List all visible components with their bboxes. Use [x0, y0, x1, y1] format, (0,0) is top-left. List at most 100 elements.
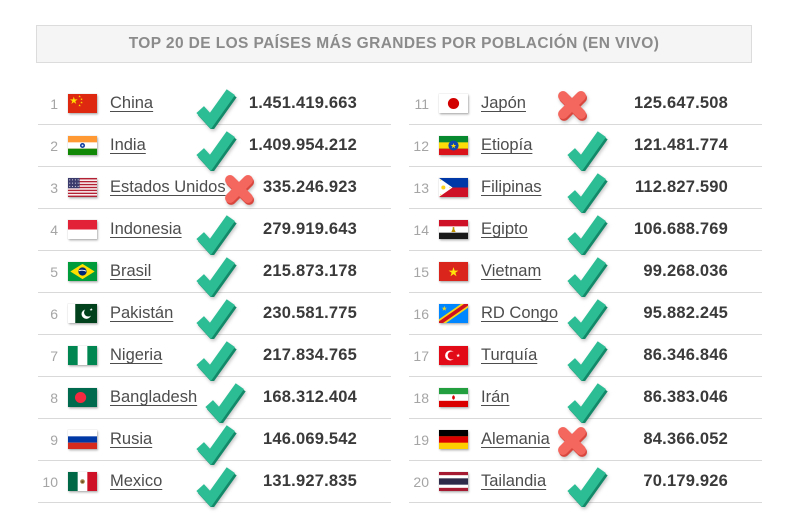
cross-icon: [554, 422, 590, 458]
population-value: 86.346.846: [643, 346, 728, 364]
flag-iran-icon: [439, 388, 468, 407]
flag-rusia-icon: [68, 430, 97, 449]
checkmark-icon: [192, 291, 237, 339]
country-link[interactable]: Vietnam: [481, 262, 542, 280]
country-link[interactable]: Mexico: [110, 472, 163, 490]
country-row: 10 Mexico 131.927.835: [38, 461, 391, 507]
flag-pakistan-icon: [68, 304, 97, 323]
checkmark-icon: [192, 417, 237, 465]
checkmark-icon: [563, 333, 608, 381]
rank-label: 15: [413, 263, 429, 280]
rank-label: 2: [50, 137, 58, 154]
population-value: 215.873.178: [263, 262, 357, 280]
checkmark-icon: [192, 207, 237, 255]
country-link[interactable]: Indonesia: [110, 220, 182, 238]
country-row: 6 Pakistán 230.581.775: [38, 291, 391, 339]
country-link[interactable]: RD Congo: [481, 304, 559, 322]
rank-label: 18: [413, 389, 429, 406]
country-row: 16 RD Congo 95.882.245: [409, 291, 762, 339]
flag-vietnam-icon: [439, 262, 468, 281]
flag-nigeria-icon: [68, 346, 97, 365]
country-row: 19 Alemania 84.366.052: [409, 419, 762, 461]
country-link[interactable]: Brasil: [110, 262, 152, 280]
rank-label: 6: [50, 305, 58, 322]
rank-label: 5: [50, 263, 58, 280]
country-row: 2 India 1.409.954.212: [38, 123, 391, 171]
flag-egipto-icon: [439, 220, 468, 239]
checkmark-icon: [563, 291, 608, 339]
country-link[interactable]: China: [110, 94, 154, 112]
page-title: TOP 20 DE LOS PAÍSES MÁS GRANDES POR POB…: [36, 25, 752, 63]
population-value: 146.069.542: [263, 430, 357, 448]
flag-etiopia-icon: [439, 136, 468, 155]
rank-label: 11: [414, 95, 429, 112]
flag-usa-icon: [68, 178, 97, 197]
rank-label: 17: [413, 347, 429, 364]
country-row: 15 Vietnam 99.268.036: [409, 249, 762, 297]
flag-mexico-icon: [68, 472, 97, 491]
population-value: 1.409.954.212: [248, 136, 357, 154]
country-row: 12 Etiopía 121.481.774: [409, 125, 762, 171]
checkmark-icon: [563, 165, 608, 213]
country-row: 14 Egipto 106.688.769: [409, 207, 762, 255]
cross-icon: [221, 170, 257, 206]
country-link[interactable]: Bangladesh: [110, 388, 198, 406]
rank-label: 20: [413, 473, 429, 490]
population-value: 335.246.923: [263, 178, 357, 196]
checkmark-icon: [563, 249, 608, 297]
country-row: 1 China 1.451.419.663: [38, 81, 391, 129]
population-value: 84.366.052: [643, 430, 728, 448]
flag-brasil-icon: [68, 262, 97, 281]
population-value: 86.383.046: [643, 388, 728, 406]
flag-indonesia-icon: [68, 220, 97, 239]
country-link[interactable]: Rusia: [110, 430, 153, 448]
rank-label: 4: [50, 221, 58, 238]
ranking-column-left: 1 China 1.451.419.663 2 India 1.409.954.212 3 E…: [38, 81, 391, 507]
checkmark-icon: [201, 375, 246, 423]
flag-bangladesh-icon: [68, 388, 97, 407]
country-link[interactable]: Pakistán: [110, 304, 174, 322]
rank-label: 13: [413, 179, 429, 196]
country-row: 13 Filipinas 112.827.590: [409, 165, 762, 213]
country-link[interactable]: Turquía: [481, 346, 538, 364]
flag-filipinas-icon: [439, 178, 468, 197]
country-link[interactable]: Alemania: [481, 430, 550, 448]
country-link[interactable]: Filipinas: [481, 178, 542, 196]
country-row: 7 Nigeria 217.834.765: [38, 335, 391, 381]
country-row: 5 Brasil 215.873.178: [38, 249, 391, 297]
country-row: 17 Turquía 86.346.846: [409, 333, 762, 381]
rank-label: 3: [50, 179, 58, 196]
country-row: 4 Indonesia 279.919.643: [38, 207, 391, 255]
population-value: 131.927.835: [263, 472, 357, 490]
country-row: 11 Japón 125.647.508: [409, 83, 762, 125]
checkmark-icon: [192, 249, 237, 297]
country-link[interactable]: Etiopía: [481, 136, 533, 154]
country-link[interactable]: Egipto: [481, 220, 528, 238]
flag-alemania-icon: [439, 430, 468, 449]
country-link[interactable]: Nigeria: [110, 346, 163, 364]
rank-label: 8: [50, 389, 58, 406]
rank-label: 7: [50, 347, 58, 364]
population-value: 106.688.769: [634, 220, 728, 238]
flag-tailandia-icon: [439, 472, 468, 491]
population-value: 99.268.036: [643, 262, 728, 280]
flag-india-icon: [68, 136, 97, 155]
country-row: 18 Irán 86.383.046: [409, 377, 762, 423]
country-link[interactable]: Japón: [481, 94, 526, 112]
rank-label: 14: [413, 221, 429, 238]
country-link[interactable]: Tailandia: [481, 472, 547, 490]
population-value: 70.179.926: [643, 472, 728, 490]
population-value: 125.647.508: [634, 94, 728, 112]
checkmark-icon: [192, 81, 237, 129]
rank-label: 19: [413, 431, 429, 448]
country-row: 9 Rusia 146.069.542: [38, 417, 391, 465]
population-value: 217.834.765: [263, 346, 357, 364]
checkmark-icon: [192, 123, 237, 171]
flag-japon-icon: [439, 94, 468, 113]
country-link[interactable]: Irán: [481, 388, 510, 406]
checkmark-icon: [563, 207, 608, 255]
country-row: 3 Estados Unidos 335.246.923: [38, 167, 391, 209]
flag-china-icon: [68, 94, 97, 113]
country-link[interactable]: India: [110, 136, 146, 154]
country-link[interactable]: Estados Unidos: [110, 178, 226, 196]
